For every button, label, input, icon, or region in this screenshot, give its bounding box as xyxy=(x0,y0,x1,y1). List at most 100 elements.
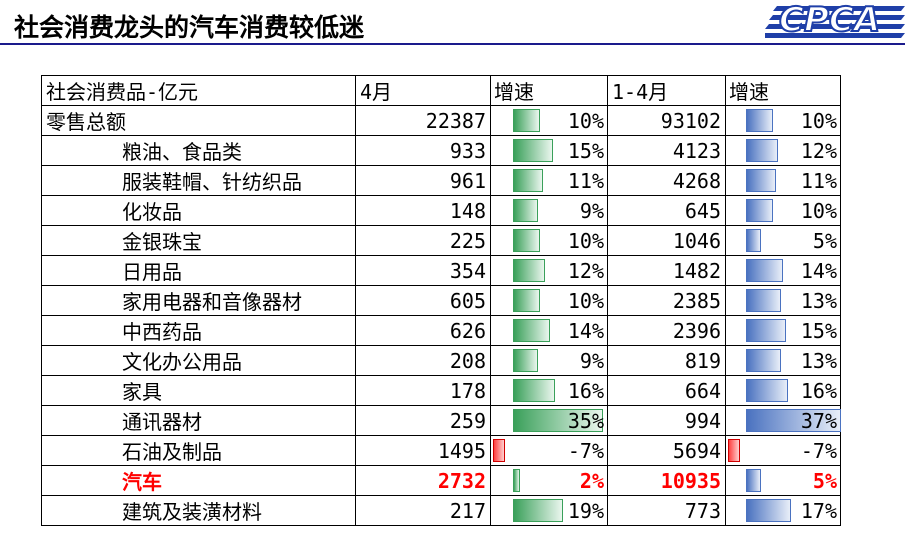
row-jan-apr-growth: 15% xyxy=(725,315,841,346)
row-april-growth: 2% xyxy=(490,465,608,496)
growth-value: 19% xyxy=(567,498,604,523)
growth-bar xyxy=(746,229,761,252)
row-jan-apr-growth: 17% xyxy=(725,495,841,526)
growth-bar xyxy=(513,409,603,432)
row-april-growth: -7% xyxy=(490,435,608,466)
header-jan-apr-growth: 增速 xyxy=(725,75,841,106)
growth-value: 37% xyxy=(800,408,837,433)
growth-bar xyxy=(513,169,543,192)
growth-bar xyxy=(493,439,505,462)
row-april-value: 2732 xyxy=(355,465,491,496)
row-april-growth: 19% xyxy=(490,495,608,526)
growth-value: 5% xyxy=(812,228,837,253)
growth-value: 9% xyxy=(579,348,604,373)
row-category: 通讯器材 xyxy=(41,405,356,436)
growth-value: 10% xyxy=(800,198,837,223)
growth-value: -7% xyxy=(800,438,837,463)
growth-value: 12% xyxy=(800,138,837,163)
row-jan-apr-value: 2385 xyxy=(607,285,726,316)
consumption-table: 社会消费品-亿元 4月 增速 1-4月 增速 零售总额 22387 10% 93102… xyxy=(41,75,841,526)
table-row: 化妆品 148 9% 645 10% xyxy=(41,195,841,226)
header-category: 社会消费品-亿元 xyxy=(41,75,356,106)
row-jan-apr-value: 819 xyxy=(607,345,726,376)
row-april-value: 225 xyxy=(355,225,491,256)
row-category: 中西药品 xyxy=(41,315,356,346)
row-april-value: 961 xyxy=(355,165,491,196)
row-april-value: 208 xyxy=(355,345,491,376)
growth-value: 17% xyxy=(800,498,837,523)
growth-value: 13% xyxy=(800,288,837,313)
title-divider xyxy=(0,43,905,45)
growth-bar xyxy=(746,499,791,522)
growth-value: 16% xyxy=(800,378,837,403)
row-jan-apr-value: 1482 xyxy=(607,255,726,286)
row-jan-apr-value: 773 xyxy=(607,495,726,526)
row-category: 建筑及装潢材料 xyxy=(41,495,356,526)
row-april-value: 605 xyxy=(355,285,491,316)
growth-value: 12% xyxy=(567,258,604,283)
row-jan-apr-value: 2396 xyxy=(607,315,726,346)
table-row: 家用电器和音像器材 605 10% 2385 13% xyxy=(41,285,841,316)
growth-bar xyxy=(746,289,781,312)
growth-bar xyxy=(746,469,761,492)
growth-bar xyxy=(746,319,786,342)
row-jan-apr-growth: 10% xyxy=(725,105,841,136)
row-category: 化妆品 xyxy=(41,195,356,226)
growth-value: 10% xyxy=(800,108,837,133)
row-jan-apr-growth: 5% xyxy=(725,225,841,256)
row-category: 家用电器和音像器材 xyxy=(41,285,356,316)
growth-bar xyxy=(513,289,541,312)
growth-value: 14% xyxy=(800,258,837,283)
growth-bar xyxy=(513,319,551,342)
table-row: 日用品 354 12% 1482 14% xyxy=(41,255,841,286)
row-jan-apr-growth: 13% xyxy=(725,345,841,376)
table-row: 家具 178 16% 664 16% xyxy=(41,375,841,406)
cpca-logo: CPCA xyxy=(765,0,905,42)
row-april-value: 933 xyxy=(355,135,491,166)
table-row: 建筑及装潢材料 217 19% 773 17% xyxy=(41,495,841,526)
logo-text: CPCA xyxy=(778,0,881,41)
row-category: 汽车 xyxy=(41,465,356,496)
row-april-value: 22387 xyxy=(355,105,491,136)
row-jan-apr-value: 1046 xyxy=(607,225,726,256)
row-jan-apr-growth: 10% xyxy=(725,195,841,226)
row-april-value: 178 xyxy=(355,375,491,406)
logo-stripes-icon xyxy=(765,6,905,38)
row-april-growth: 9% xyxy=(490,345,608,376)
row-jan-apr-value: 93102 xyxy=(607,105,726,136)
table-row: 文化办公用品 208 9% 819 13% xyxy=(41,345,841,376)
growth-bar xyxy=(513,349,538,372)
growth-bar xyxy=(513,139,553,162)
row-category: 文化办公用品 xyxy=(41,345,356,376)
growth-bar xyxy=(746,349,781,372)
header-jan-apr: 1-4月 xyxy=(607,75,726,106)
row-jan-apr-growth: -7% xyxy=(725,435,841,466)
row-april-growth: 9% xyxy=(490,195,608,226)
page-title: 社会消费龙头的汽车消费较低迷 xyxy=(14,13,365,42)
table-row: 中西药品 626 14% 2396 15% xyxy=(41,315,841,346)
growth-value: 10% xyxy=(567,108,604,133)
growth-value: -7% xyxy=(567,438,604,463)
table-row: 零售总额 22387 10% 93102 10% xyxy=(41,105,841,136)
growth-value: 2% xyxy=(579,468,604,493)
growth-bar xyxy=(513,229,541,252)
row-april-growth: 11% xyxy=(490,165,608,196)
row-april-growth: 15% xyxy=(490,135,608,166)
table-row: 石油及制品 1495 -7% 5694 -7% xyxy=(41,435,841,466)
row-jan-apr-value: 10935 xyxy=(607,465,726,496)
row-april-value: 626 xyxy=(355,315,491,346)
growth-bar xyxy=(728,439,740,462)
row-jan-apr-growth: 16% xyxy=(725,375,841,406)
growth-value: 13% xyxy=(800,348,837,373)
row-category: 石油及制品 xyxy=(41,435,356,466)
row-jan-apr-value: 994 xyxy=(607,405,726,436)
row-category: 家具 xyxy=(41,375,356,406)
row-category: 零售总额 xyxy=(41,105,356,136)
table-row: 金银珠宝 225 10% 1046 5% xyxy=(41,225,841,256)
growth-bar xyxy=(513,379,556,402)
header-april-growth: 增速 xyxy=(490,75,608,106)
row-april-growth: 16% xyxy=(490,375,608,406)
row-jan-apr-growth: 14% xyxy=(725,255,841,286)
row-april-value: 217 xyxy=(355,495,491,526)
growth-bar xyxy=(746,109,774,132)
